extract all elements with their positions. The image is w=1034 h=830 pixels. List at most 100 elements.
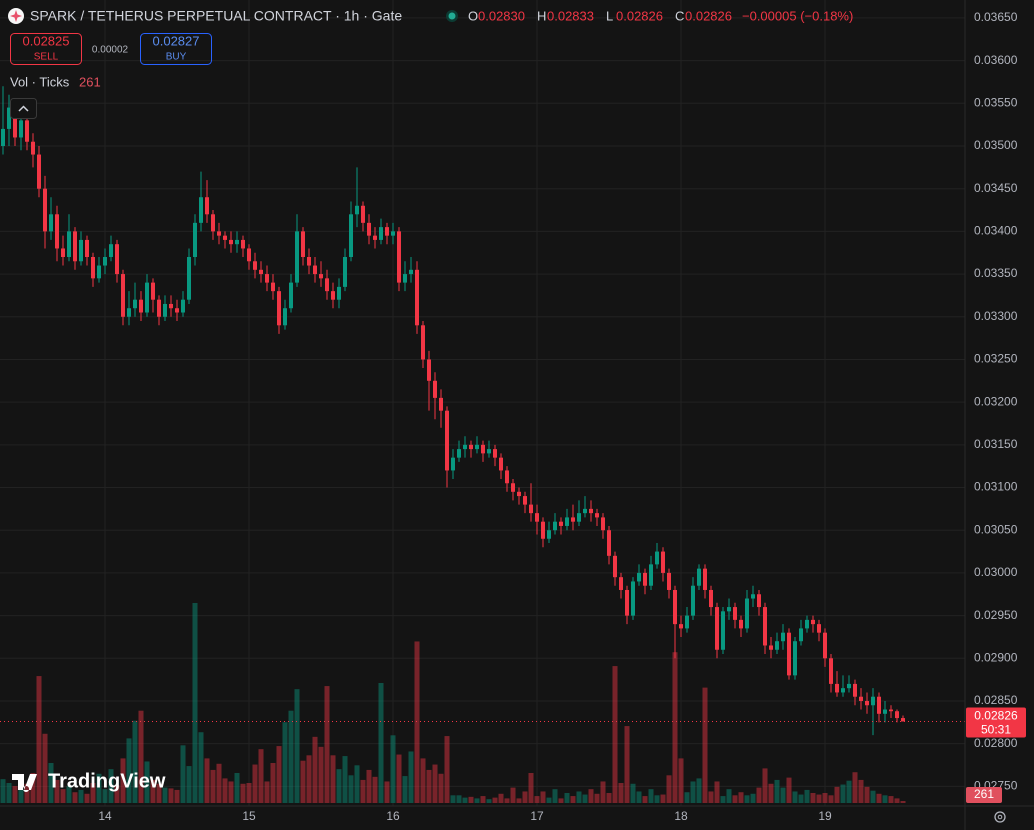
volume-bar [528,773,534,803]
volume-bar [444,736,450,803]
settings-icon-core [997,814,1003,820]
candle-body [781,632,785,642]
volume-bar [624,726,630,803]
candle-body [37,154,41,189]
candle-body [277,291,281,326]
candle-body [271,282,275,292]
candle-body [103,256,107,266]
volume-bar [834,786,840,803]
candle-body [229,239,233,245]
symbol-title[interactable]: SPARK / TETHERUS PERPETUAL CONTRACT · 1h… [30,8,402,24]
volume-bar [762,768,768,803]
candle-body [865,700,869,706]
volume-bar [786,777,792,803]
volume-bar [540,791,546,803]
volume-bar [498,793,504,803]
volume-bar [264,781,270,803]
volume-bar [192,603,198,803]
candle-body [505,470,509,484]
candle-body [55,214,59,249]
volume-bar [90,783,96,803]
candle-body [241,239,245,249]
candle-body [367,222,371,236]
candle-body [817,624,821,633]
candle-body [31,141,35,155]
candle-body [637,572,641,582]
candle-body [883,709,887,714]
volume-bar [738,792,744,803]
ohlc-key: O [468,8,478,23]
volume-bar [72,792,78,803]
volume-bar [462,797,468,803]
volume-bar [660,794,666,803]
candle-body [805,619,809,629]
collapse-button[interactable] [10,98,37,119]
y-tick-label: 0.03550 [974,95,1018,109]
volume-bar [144,761,150,803]
volume-bar [372,776,378,803]
candle-body [325,278,329,292]
volume-bar [702,687,708,803]
volume-bar [432,764,438,803]
volume-bar [504,798,510,803]
candle-body [157,299,161,317]
candle-body [25,120,29,142]
volume-bar [54,779,60,803]
sell-label[interactable]: SELL [34,52,59,63]
x-tick-label: 14 [98,809,112,823]
volume-bar [240,783,246,803]
volume-bar [288,710,294,803]
volume-bar [840,784,846,803]
axes: 0.027500.028000.028500.029000.029500.030… [98,10,1017,823]
candle-body [571,517,575,522]
candle-body [421,325,425,360]
candle-body [403,274,407,283]
volume-bar [402,776,408,803]
candle-body [13,107,17,138]
volume-bar [216,763,222,803]
x-tick-label: 18 [674,809,688,823]
volume-bar [102,789,108,803]
candle-body [97,265,101,279]
candle-body [301,231,305,257]
candle-body [727,607,731,612]
volume-pane [0,603,906,803]
candle-body [379,227,383,240]
candle-body [313,265,317,275]
volume-bar [684,792,690,803]
volume-bar [0,779,6,803]
buy-label[interactable]: BUY [166,52,187,63]
y-tick-label: 0.03500 [974,138,1018,152]
candle-body [127,308,131,317]
brand-logo [12,774,37,792]
candle-body [385,227,389,236]
volume-bar [552,789,558,803]
volume-bar [438,773,444,803]
candle-body [307,256,311,266]
volume-tag [966,787,1002,803]
candle-body [181,299,185,313]
volume-bar [576,791,582,803]
settings-icon[interactable] [994,811,1006,823]
volume-bar [636,791,642,803]
candle-body [721,611,725,650]
candle-body [331,291,335,300]
buy-price[interactable]: 0.02827 [153,33,200,48]
candle-body [667,572,671,590]
volume-bar [894,798,900,803]
brand-name[interactable]: TradingView [48,770,166,792]
volume-bar [672,652,678,803]
candle-body [577,513,581,522]
candle-body [901,718,905,722]
candle-body [151,282,155,300]
sell-price[interactable]: 0.02825 [23,33,70,48]
volume-bar [234,773,240,803]
volume-bar [600,781,606,803]
candle-body [595,513,599,518]
volume-bar [750,793,756,803]
volume-bar [252,764,258,803]
candle-body [553,521,557,531]
buy-button[interactable] [140,33,212,65]
volume-bar [468,796,474,803]
sell-button[interactable] [10,33,82,65]
